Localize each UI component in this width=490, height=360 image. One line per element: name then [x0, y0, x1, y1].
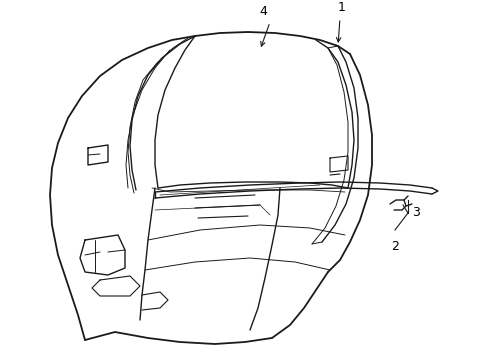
Text: 4: 4: [259, 5, 267, 18]
Text: 2: 2: [391, 240, 399, 253]
Text: 1: 1: [338, 1, 346, 14]
Text: 3: 3: [412, 207, 420, 220]
